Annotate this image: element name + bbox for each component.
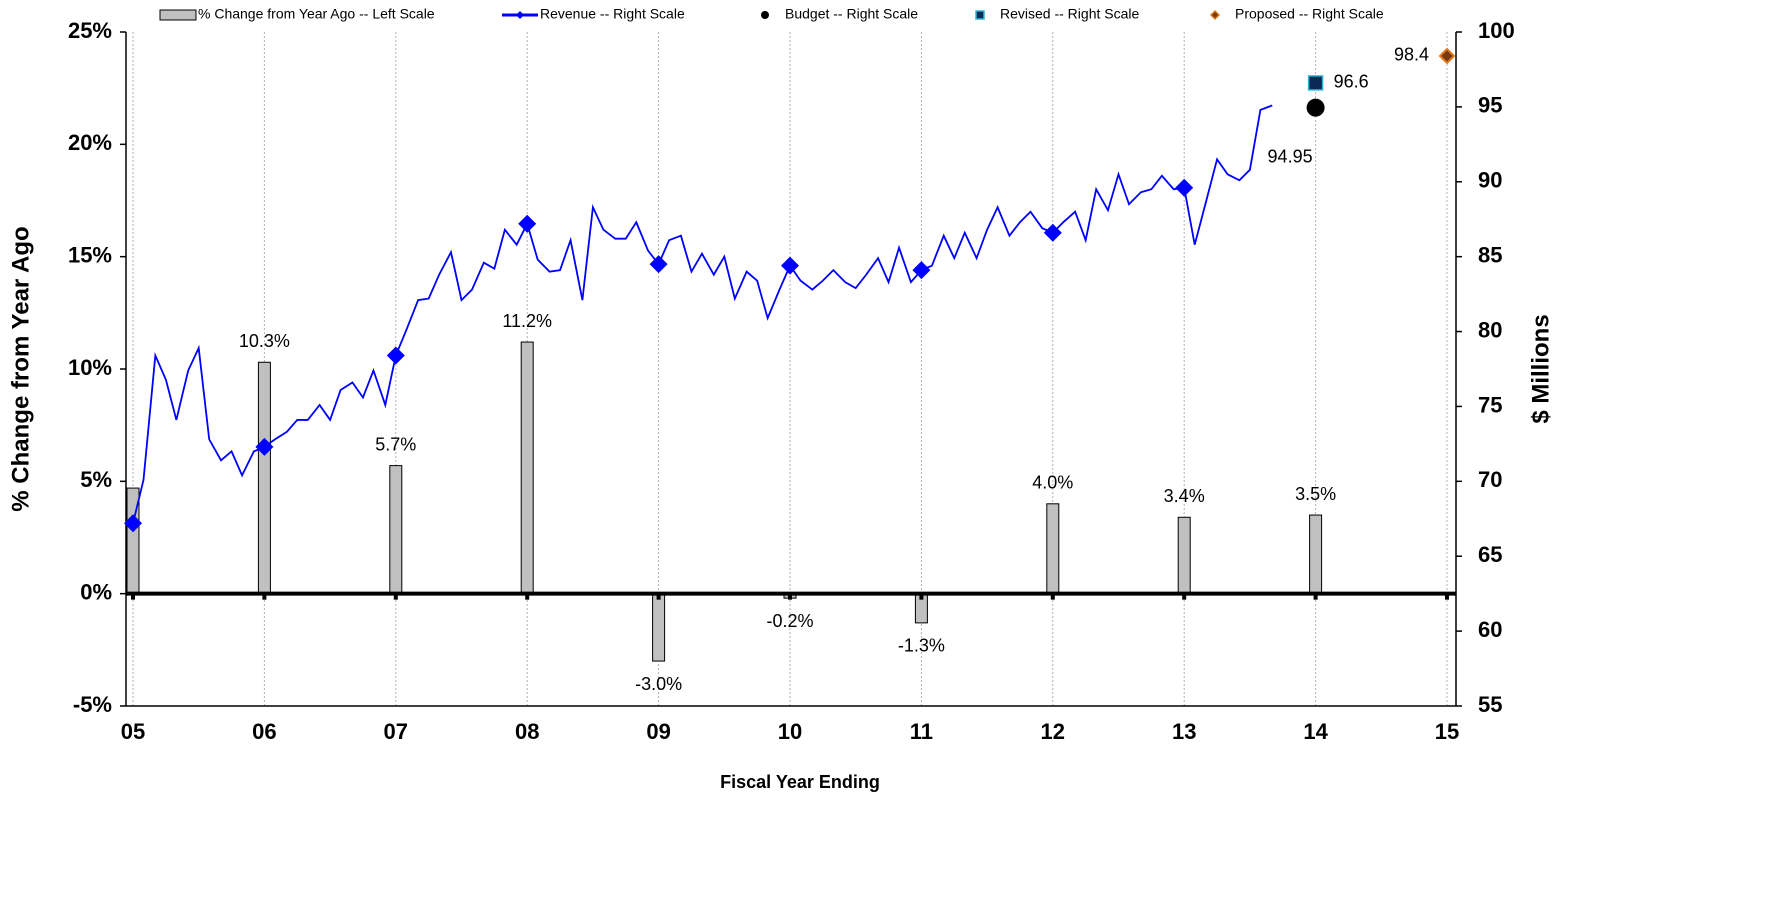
- data-label: 11.2%: [502, 311, 552, 331]
- x-tick-label: 11: [910, 719, 933, 744]
- x-tick-label: 08: [515, 719, 539, 744]
- data-label: 96.6: [1334, 72, 1369, 92]
- y2-tick-label: 60: [1478, 617, 1502, 642]
- bar: [1177, 516, 1191, 595]
- legend-label: Proposed -- Right Scale: [1235, 6, 1384, 22]
- bar: [257, 361, 271, 595]
- line-marker: [781, 256, 799, 275]
- bar: [389, 465, 403, 595]
- x-tick-label: 12: [1041, 719, 1065, 744]
- x-tick-label: 05: [121, 719, 145, 744]
- data-label: 3.5%: [1295, 484, 1336, 504]
- y2-tick-label: 70: [1478, 467, 1502, 492]
- legend-label: Budget -- Right Scale: [785, 6, 918, 22]
- y2-tick-label: 100: [1478, 18, 1515, 43]
- data-label: 3.4%: [1164, 486, 1205, 506]
- x-tick-label: 15: [1435, 719, 1459, 744]
- y-tick-label: 20%: [68, 130, 112, 155]
- line-marker: [124, 514, 142, 533]
- data-label: 5.7%: [375, 434, 416, 454]
- y-tick-label: 10%: [68, 355, 112, 380]
- x-tick-label: 14: [1303, 719, 1328, 744]
- legend-swatch: [516, 11, 524, 19]
- x-tick-label: 09: [646, 719, 670, 744]
- x-tick-label: 06: [252, 719, 276, 744]
- legend-swatch: [159, 9, 197, 21]
- line-marker: [386, 346, 405, 365]
- line-marker: [255, 437, 274, 456]
- y-axis-title: % Change from Year Ago: [7, 226, 34, 511]
- legend-label: Revised -- Right Scale: [1000, 6, 1139, 22]
- x-tick-label: 10: [778, 719, 802, 744]
- line-marker: [518, 214, 537, 233]
- point: [1438, 47, 1456, 65]
- line-marker: [649, 255, 668, 274]
- y-tick-label: 5%: [80, 467, 112, 492]
- y2-tick-label: 85: [1478, 242, 1502, 267]
- y-tick-label: 15%: [68, 242, 112, 267]
- data-label: 94.95: [1268, 146, 1313, 166]
- data-label: 4.0%: [1032, 473, 1073, 493]
- line-marker: [1175, 178, 1194, 197]
- bar: [652, 593, 666, 662]
- bar: [520, 341, 534, 595]
- line-marker: [1043, 223, 1062, 242]
- data-label: 98.4: [1394, 45, 1429, 65]
- y2-tick-label: 95: [1478, 93, 1502, 118]
- y-tick-label: 25%: [68, 18, 112, 43]
- bar: [1309, 514, 1323, 595]
- y2-tick-label: 80: [1478, 317, 1502, 342]
- y2-axis-title: $ Millions: [1527, 314, 1554, 423]
- legend-label: % Change from Year Ago -- Left Scale: [198, 6, 435, 22]
- y-tick-label: -5%: [73, 692, 112, 717]
- legend-label: Revenue -- Right Scale: [540, 6, 685, 22]
- line-marker: [912, 261, 931, 280]
- line: [132, 104, 1273, 524]
- bar: [1046, 503, 1060, 595]
- data-label: -3.0%: [635, 674, 682, 694]
- y2-tick-label: 65: [1478, 542, 1502, 567]
- legend-swatch: [761, 11, 769, 19]
- point: [1306, 98, 1325, 117]
- data-label: -1.3%: [898, 636, 945, 656]
- y2-tick-label: 90: [1478, 168, 1502, 193]
- x-axis-title: Fiscal Year Ending: [720, 772, 880, 792]
- x-tick-label: 13: [1172, 719, 1196, 744]
- legend-swatch: [1209, 9, 1221, 21]
- point: [1307, 75, 1324, 91]
- legend-swatch: [975, 10, 985, 20]
- data-label: -0.2%: [766, 611, 813, 631]
- y2-tick-label: 75: [1478, 392, 1502, 417]
- data-label: 10.3%: [239, 331, 290, 351]
- y-tick-label: 0%: [80, 579, 112, 604]
- y2-tick-label: 55: [1478, 692, 1502, 717]
- x-tick-label: 07: [384, 719, 408, 744]
